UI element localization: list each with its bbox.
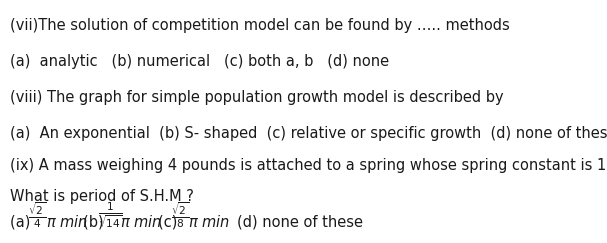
- Text: (a)  analytic   (b) numerical   (c) both a, b   (d) none: (a) analytic (b) numerical (c) both a, b…: [10, 54, 389, 69]
- Text: (ix) A mass weighing 4 pounds is attached to a spring whose spring constant is 1: (ix) A mass weighing 4 pounds is attache…: [10, 157, 607, 173]
- Text: $\frac{\sqrt{2}}{4}$: $\frac{\sqrt{2}}{4}$: [29, 200, 47, 230]
- Text: (d) none of these: (d) none of these: [237, 215, 363, 230]
- Text: $\pi$ min: $\pi$ min: [46, 214, 89, 230]
- Text: $\pi$ min: $\pi$ min: [120, 214, 162, 230]
- Text: (vii)The solution of competition model can be found by ….. methods: (vii)The solution of competition model c…: [10, 18, 509, 33]
- Text: (b): (b): [83, 215, 108, 230]
- Text: (viii) The graph for simple population growth model is described by: (viii) The graph for simple population g…: [10, 90, 503, 105]
- Text: (a)  An exponential  (b) S- shaped  (c) relative or specific growth  (d) none of: (a) An exponential (b) S- shaped (c) rel…: [10, 126, 607, 141]
- Text: What is period of S.H.M ?: What is period of S.H.M ?: [10, 189, 194, 204]
- Text: (c): (c): [158, 215, 181, 230]
- Text: $\pi$ min: $\pi$ min: [188, 214, 230, 230]
- Text: (a): (a): [10, 215, 35, 230]
- Text: $\frac{\sqrt{2}}{8}$: $\frac{\sqrt{2}}{8}$: [171, 200, 189, 230]
- Text: $\frac{1}{\sqrt{14}}$: $\frac{1}{\sqrt{14}}$: [98, 200, 123, 230]
